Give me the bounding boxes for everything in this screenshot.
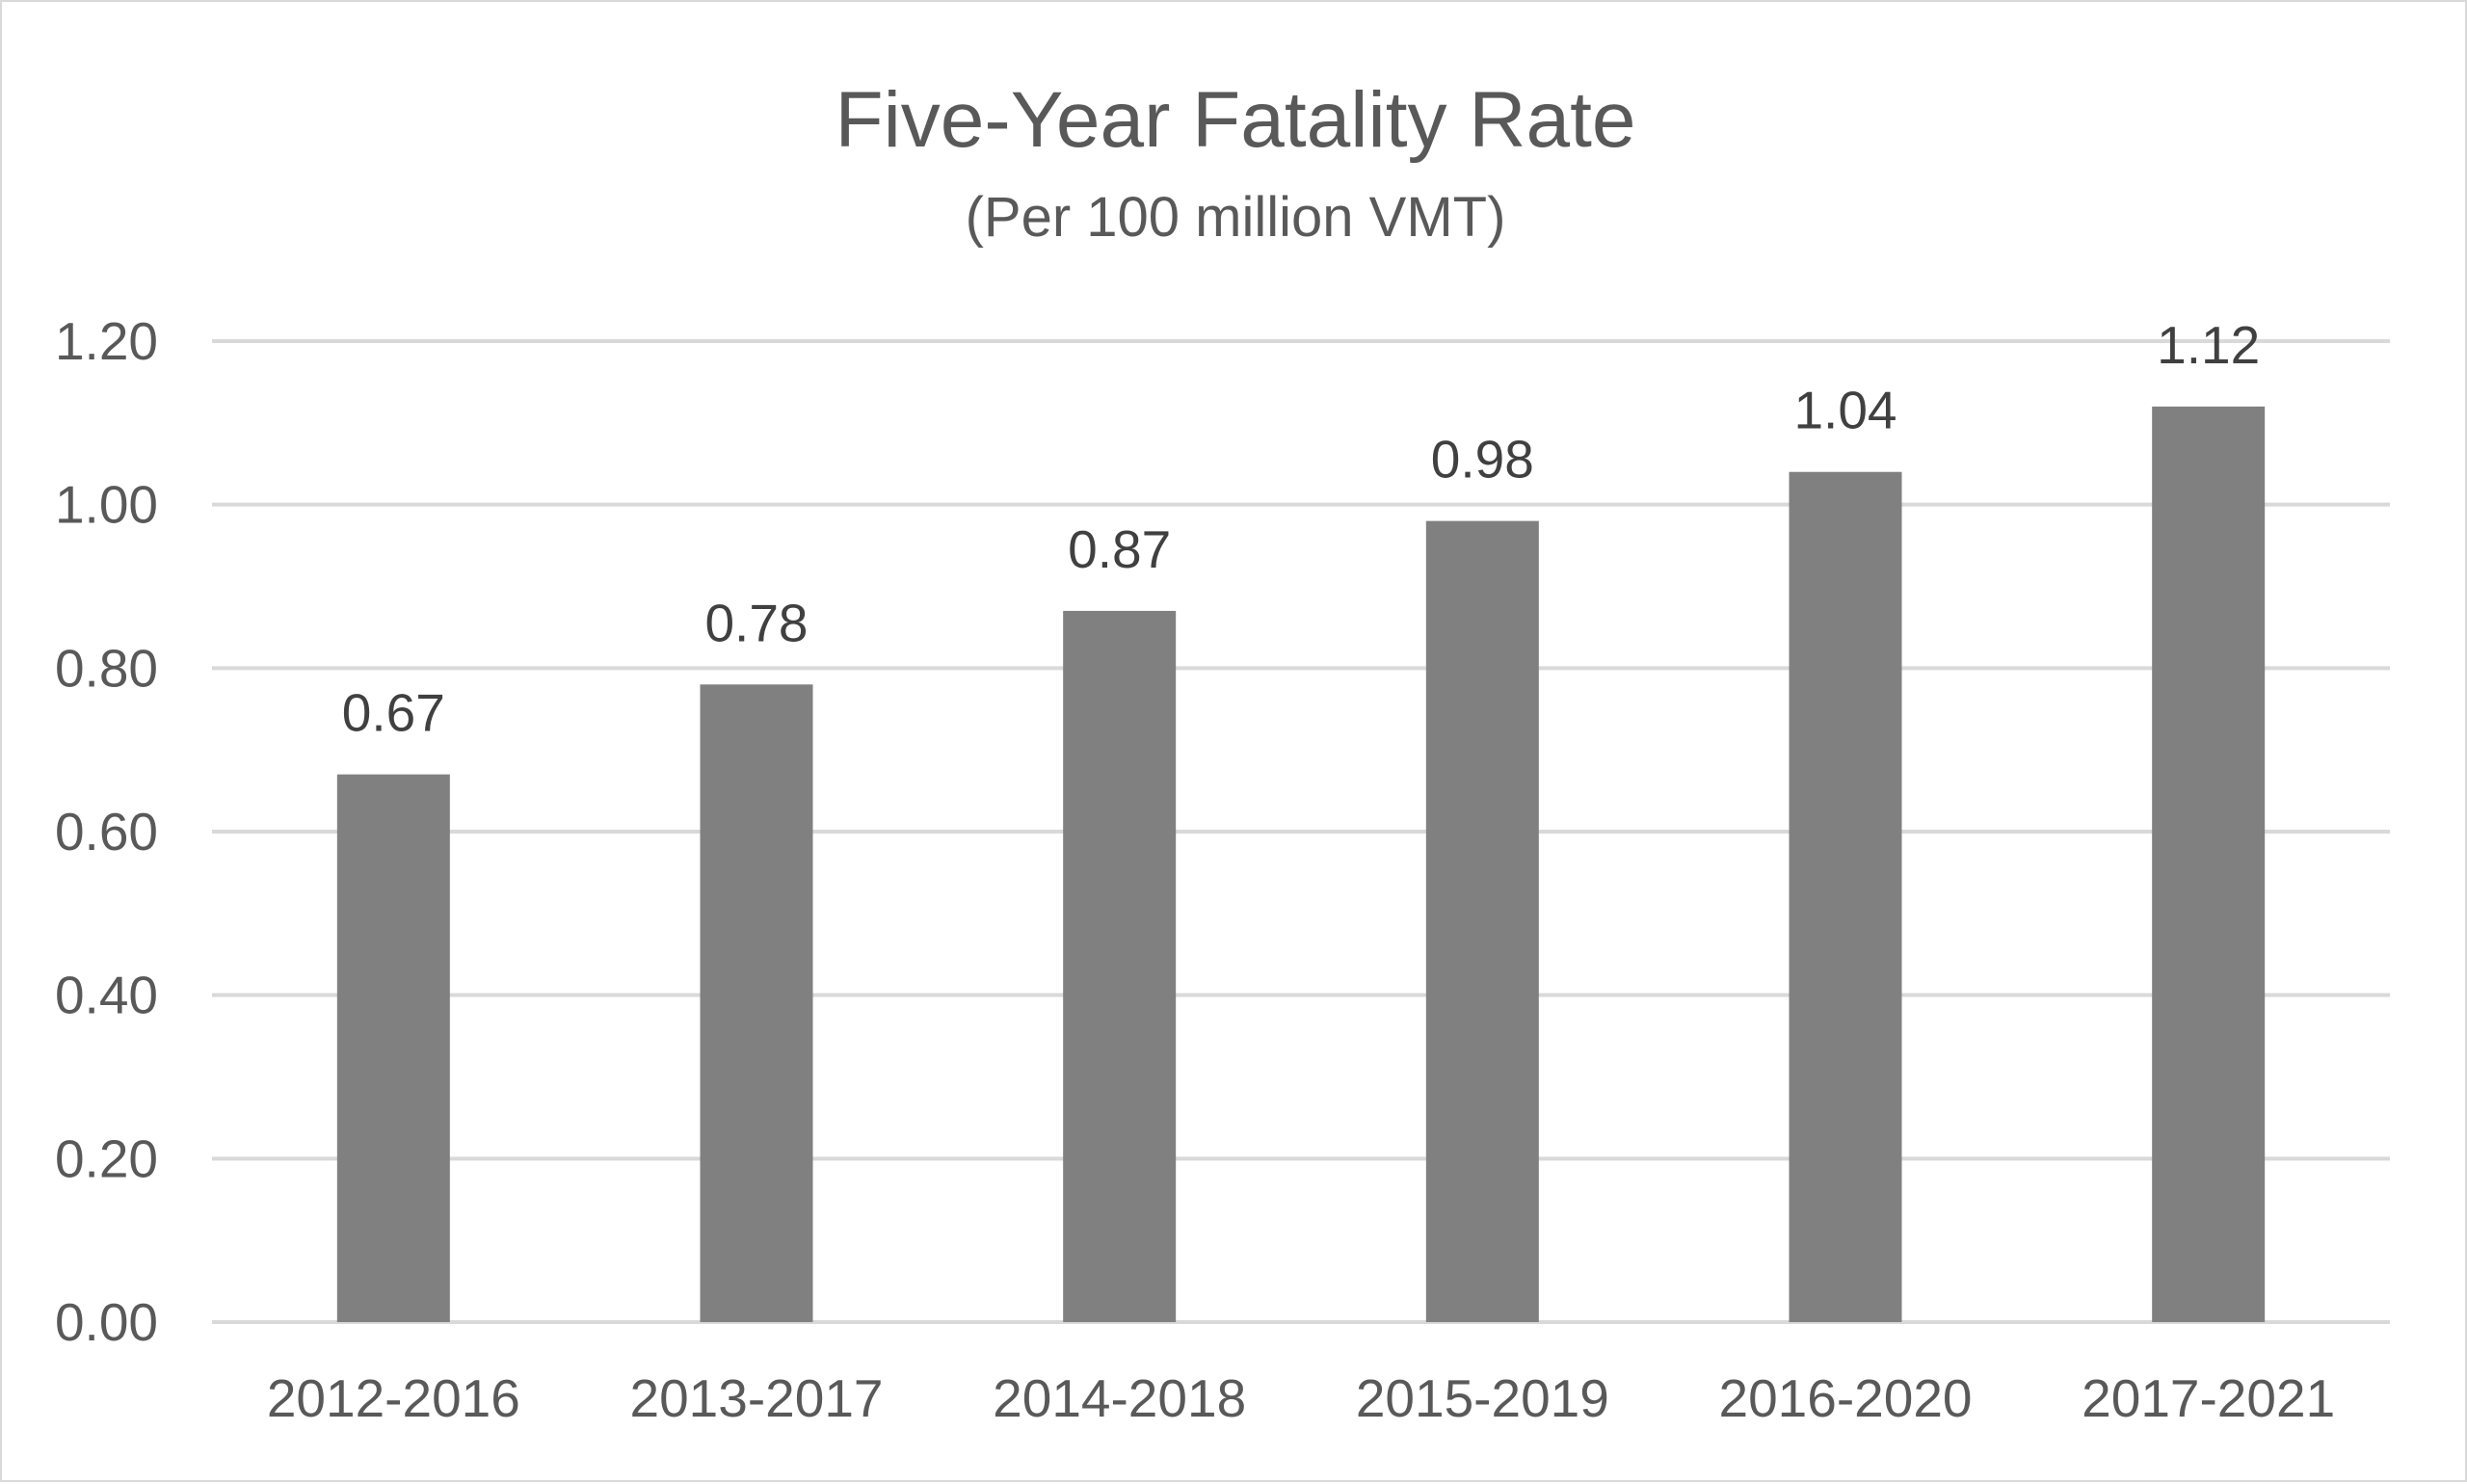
y-tick-label: 0.00 <box>55 1292 158 1352</box>
bar-2013-2017 <box>700 684 813 1322</box>
bar-2017-2021 <box>2152 406 2266 1322</box>
x-tick-label: 2013-2017 <box>629 1368 883 1428</box>
bars <box>336 406 2266 1322</box>
x-tick-label: 2012-2016 <box>267 1368 520 1428</box>
y-tick-label: 1.20 <box>55 311 158 371</box>
data-label: 1.04 <box>1793 381 1897 440</box>
x-tick-label: 2014-2018 <box>993 1368 1246 1428</box>
y-tick-label: 0.40 <box>55 966 158 1025</box>
gridlines <box>212 339 2390 1324</box>
y-tick-label: 0.60 <box>55 802 158 861</box>
bar-2016-2020 <box>1789 471 1902 1322</box>
y-tick-label: 0.20 <box>55 1128 158 1188</box>
data-labels: 0.67 0.78 0.87 0.98 1.04 1.12 <box>342 315 2260 743</box>
chart-title: Five-Year Fatality Rate <box>836 76 1636 164</box>
y-tick-label: 1.00 <box>55 475 158 535</box>
x-tick-label: 2017-2021 <box>2082 1368 2335 1428</box>
bar-2015-2019 <box>1425 520 1539 1322</box>
y-tick-label: 0.80 <box>55 638 158 698</box>
chart-subtitle: (Per 100 million VMT) <box>966 186 1506 249</box>
y-axis-tick-labels: 0.00 0.20 0.40 0.60 0.80 1.00 1.20 <box>55 311 158 1352</box>
bar-2012-2016 <box>336 774 450 1322</box>
data-label: 1.12 <box>2157 315 2260 375</box>
x-tick-label: 2015-2019 <box>1356 1368 1609 1428</box>
data-label: 0.78 <box>704 593 808 652</box>
bar-2014-2018 <box>1063 610 1177 1322</box>
x-axis-tick-labels: 2012-2016 2013-2017 2014-2018 2015-2019 2016… <box>267 1368 2335 1428</box>
data-label: 0.98 <box>1431 430 1534 490</box>
x-tick-label: 2016-2020 <box>1718 1368 1972 1428</box>
data-label: 0.67 <box>342 683 445 743</box>
data-label: 0.87 <box>1068 519 1171 579</box>
